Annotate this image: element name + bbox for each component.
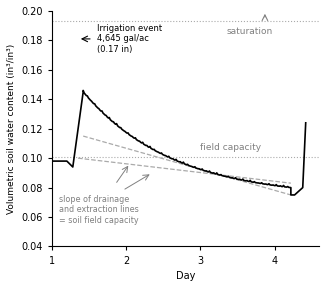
Text: field capacity: field capacity — [200, 143, 261, 152]
X-axis label: Day: Day — [176, 271, 195, 281]
Text: saturation: saturation — [226, 27, 273, 36]
Y-axis label: Volumetric soil water content (in³/in³): Volumetric soil water content (in³/in³) — [7, 43, 16, 214]
Text: slope of drainage
and extraction lines
= soil field capacity: slope of drainage and extraction lines =… — [59, 195, 139, 225]
Text: Irrigation event
4,645 gal/ac
(0.17 in): Irrigation event 4,645 gal/ac (0.17 in) — [96, 24, 162, 54]
